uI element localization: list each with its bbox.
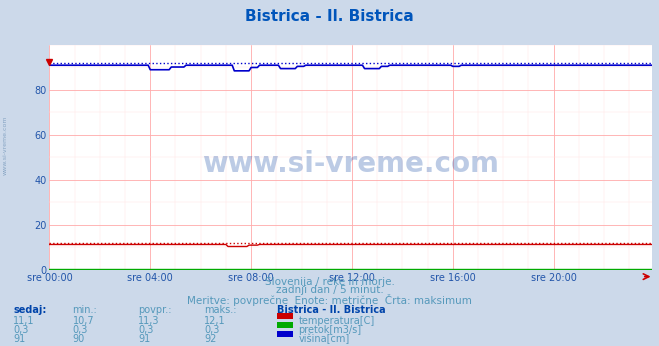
Text: 91: 91 (13, 334, 26, 344)
Text: www.si-vreme.com: www.si-vreme.com (202, 150, 500, 178)
Text: min.:: min.: (72, 305, 98, 315)
Text: Bistrica - Il. Bistrica: Bistrica - Il. Bistrica (245, 9, 414, 24)
Text: 11,1: 11,1 (13, 316, 35, 326)
Text: Meritve: povprečne  Enote: metrične  Črta: maksimum: Meritve: povprečne Enote: metrične Črta:… (187, 294, 472, 306)
Text: pretok[m3/s]: pretok[m3/s] (299, 325, 362, 335)
Text: temperatura[C]: temperatura[C] (299, 316, 375, 326)
Text: sedaj:: sedaj: (13, 305, 47, 315)
Text: 90: 90 (72, 334, 85, 344)
Text: višina[cm]: višina[cm] (299, 334, 350, 344)
Text: Bistrica - Il. Bistrica: Bistrica - Il. Bistrica (277, 305, 386, 315)
Text: Slovenija / reke in morje.: Slovenija / reke in morje. (264, 277, 395, 287)
Text: 0,3: 0,3 (13, 325, 28, 335)
Text: maks.:: maks.: (204, 305, 237, 315)
Text: 0,3: 0,3 (204, 325, 219, 335)
Text: zadnji dan / 5 minut.: zadnji dan / 5 minut. (275, 285, 384, 295)
Text: 92: 92 (204, 334, 217, 344)
Text: povpr.:: povpr.: (138, 305, 172, 315)
Text: 12,1: 12,1 (204, 316, 226, 326)
Text: 0,3: 0,3 (72, 325, 88, 335)
Text: 10,7: 10,7 (72, 316, 94, 326)
Text: www.si-vreme.com: www.si-vreme.com (3, 116, 8, 175)
Text: 0,3: 0,3 (138, 325, 154, 335)
Text: 91: 91 (138, 334, 151, 344)
Text: 11,3: 11,3 (138, 316, 160, 326)
